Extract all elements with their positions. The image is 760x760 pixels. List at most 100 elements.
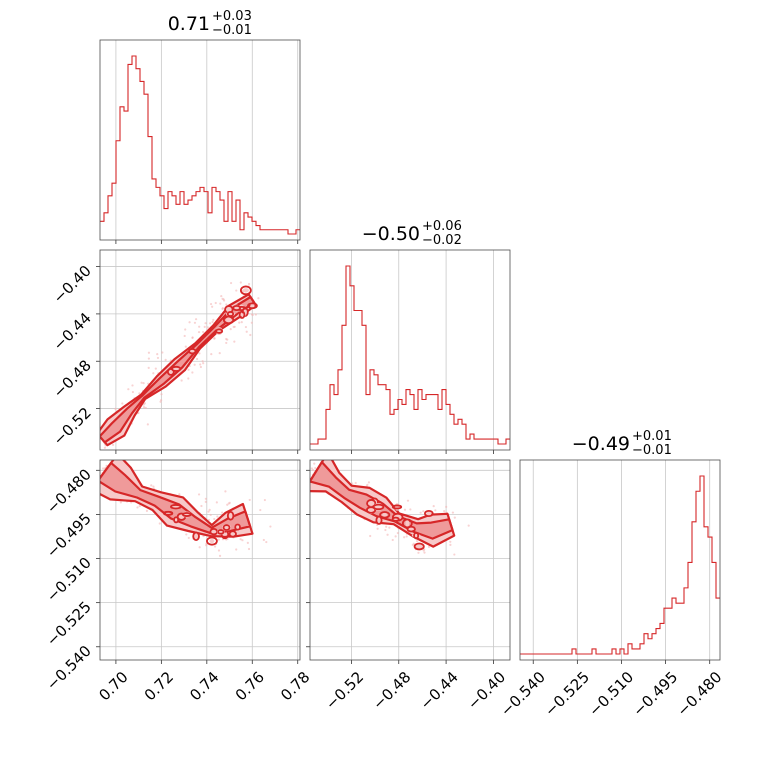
y-tick-label: −0.52 bbox=[50, 404, 95, 449]
y-tick-label: −0.540 bbox=[43, 642, 95, 694]
scatter-point bbox=[254, 313, 257, 316]
contour-island bbox=[225, 317, 232, 323]
contour-island-outline bbox=[238, 310, 246, 319]
scatter-point bbox=[217, 538, 220, 541]
scatter-point bbox=[152, 372, 155, 375]
scatter-point bbox=[218, 554, 222, 557]
scatter-point bbox=[212, 318, 215, 322]
scatter-point bbox=[235, 289, 238, 292]
contour-island bbox=[172, 367, 180, 371]
scatter-point bbox=[409, 508, 412, 511]
scatter-point bbox=[422, 549, 425, 552]
scatter-point bbox=[208, 322, 212, 325]
scatter-point bbox=[197, 493, 201, 496]
scatter-point bbox=[385, 525, 388, 528]
contour-island-outline bbox=[379, 511, 391, 519]
contour-island bbox=[225, 306, 233, 313]
contour-island-outline bbox=[391, 516, 400, 522]
scatter-panel-1-3 bbox=[96, 459, 301, 664]
scatter-point bbox=[97, 436, 99, 438]
x-tick-label: −0.48 bbox=[369, 668, 414, 713]
histogram-step-line bbox=[100, 55, 300, 235]
param-title-3: −0.49 +0.01−0.01 bbox=[572, 429, 672, 458]
contour-island bbox=[411, 534, 421, 538]
param-title-upper: +0.03 bbox=[212, 9, 252, 24]
param-title-value: 0.71 bbox=[168, 13, 210, 35]
x-tick-label: −0.44 bbox=[417, 668, 462, 713]
scatter-point bbox=[147, 351, 151, 354]
contour-island-outline bbox=[375, 515, 383, 525]
contour-inner-outline bbox=[100, 295, 256, 444]
scatter-point bbox=[114, 407, 117, 410]
scatter-point bbox=[158, 522, 161, 525]
histogram-panel-2: −0.50 +0.06−0.02 bbox=[309, 219, 511, 454]
scatter-point bbox=[198, 546, 201, 549]
scatter-point bbox=[150, 484, 153, 487]
scatter-point bbox=[201, 330, 205, 334]
param-title-value: −0.49 bbox=[572, 433, 630, 455]
scatter-point bbox=[154, 367, 157, 370]
contour-island bbox=[189, 349, 196, 353]
histogram-panel-3: −0.49 +0.01−0.01 bbox=[519, 429, 721, 664]
scatter-panel-2-3 bbox=[306, 459, 511, 664]
scatter-point bbox=[214, 301, 217, 305]
scatter-point bbox=[391, 538, 394, 542]
contour-island-outline bbox=[232, 304, 242, 312]
param-title-lower: −0.02 bbox=[422, 233, 462, 248]
contour-island bbox=[405, 520, 410, 527]
scatter-point bbox=[147, 366, 150, 369]
scatter-point bbox=[422, 510, 425, 513]
scatter-point bbox=[161, 351, 164, 354]
scatter-point bbox=[219, 302, 222, 305]
panel-frame bbox=[519, 459, 721, 661]
scatter-point bbox=[366, 483, 369, 486]
contour-island-outline bbox=[166, 368, 175, 376]
scatter-point bbox=[127, 388, 130, 391]
scatter-point bbox=[209, 513, 212, 517]
scatter-point bbox=[445, 505, 448, 508]
contour-island-outline bbox=[222, 524, 231, 531]
y-tick-label: −0.495 bbox=[43, 510, 95, 562]
contour-island-outline bbox=[192, 531, 200, 542]
scatter-point bbox=[257, 297, 260, 300]
scatter-point bbox=[423, 551, 426, 554]
scatter-point bbox=[405, 535, 408, 538]
scatter-point bbox=[210, 353, 213, 356]
scatter-point bbox=[215, 501, 218, 504]
scatter-point bbox=[208, 508, 211, 512]
scatter-point bbox=[225, 341, 228, 345]
contour-island-outline bbox=[215, 328, 224, 334]
contour-island bbox=[376, 517, 382, 524]
scatter-point bbox=[262, 538, 265, 542]
scatter-point bbox=[140, 381, 143, 384]
scatter-point bbox=[145, 509, 149, 512]
param-title-lower: −0.01 bbox=[632, 443, 672, 458]
scatter-point bbox=[199, 365, 203, 369]
scatter-point bbox=[184, 345, 187, 348]
scatter-point bbox=[146, 423, 149, 426]
x-tick-label: 0.76 bbox=[232, 668, 268, 704]
contour-island-outline bbox=[391, 504, 403, 510]
scatter-point bbox=[403, 536, 406, 539]
panel-frame bbox=[99, 249, 301, 451]
contour-island-outline bbox=[424, 509, 434, 518]
y-tick-label: −0.44 bbox=[50, 309, 95, 354]
scatter-point bbox=[220, 295, 223, 298]
scatter-point bbox=[191, 336, 194, 339]
y-tick-label: −0.480 bbox=[43, 465, 95, 517]
contour-island-outline bbox=[247, 302, 258, 310]
scatter-point bbox=[95, 433, 97, 435]
scatter-point bbox=[184, 328, 187, 331]
scatter-point bbox=[396, 531, 399, 535]
scatter-point bbox=[449, 540, 452, 543]
contour-island-outline bbox=[226, 510, 235, 521]
scatter-point bbox=[160, 399, 163, 402]
contour-inner-outline bbox=[310, 461, 454, 540]
scatter-point bbox=[203, 325, 206, 328]
scatter-point bbox=[229, 328, 232, 331]
x-tick-label: −0.52 bbox=[322, 668, 367, 713]
contour-island-outline bbox=[372, 503, 385, 511]
scatter-point bbox=[354, 481, 357, 485]
scatter-point bbox=[453, 516, 456, 519]
contour-island bbox=[407, 526, 416, 532]
